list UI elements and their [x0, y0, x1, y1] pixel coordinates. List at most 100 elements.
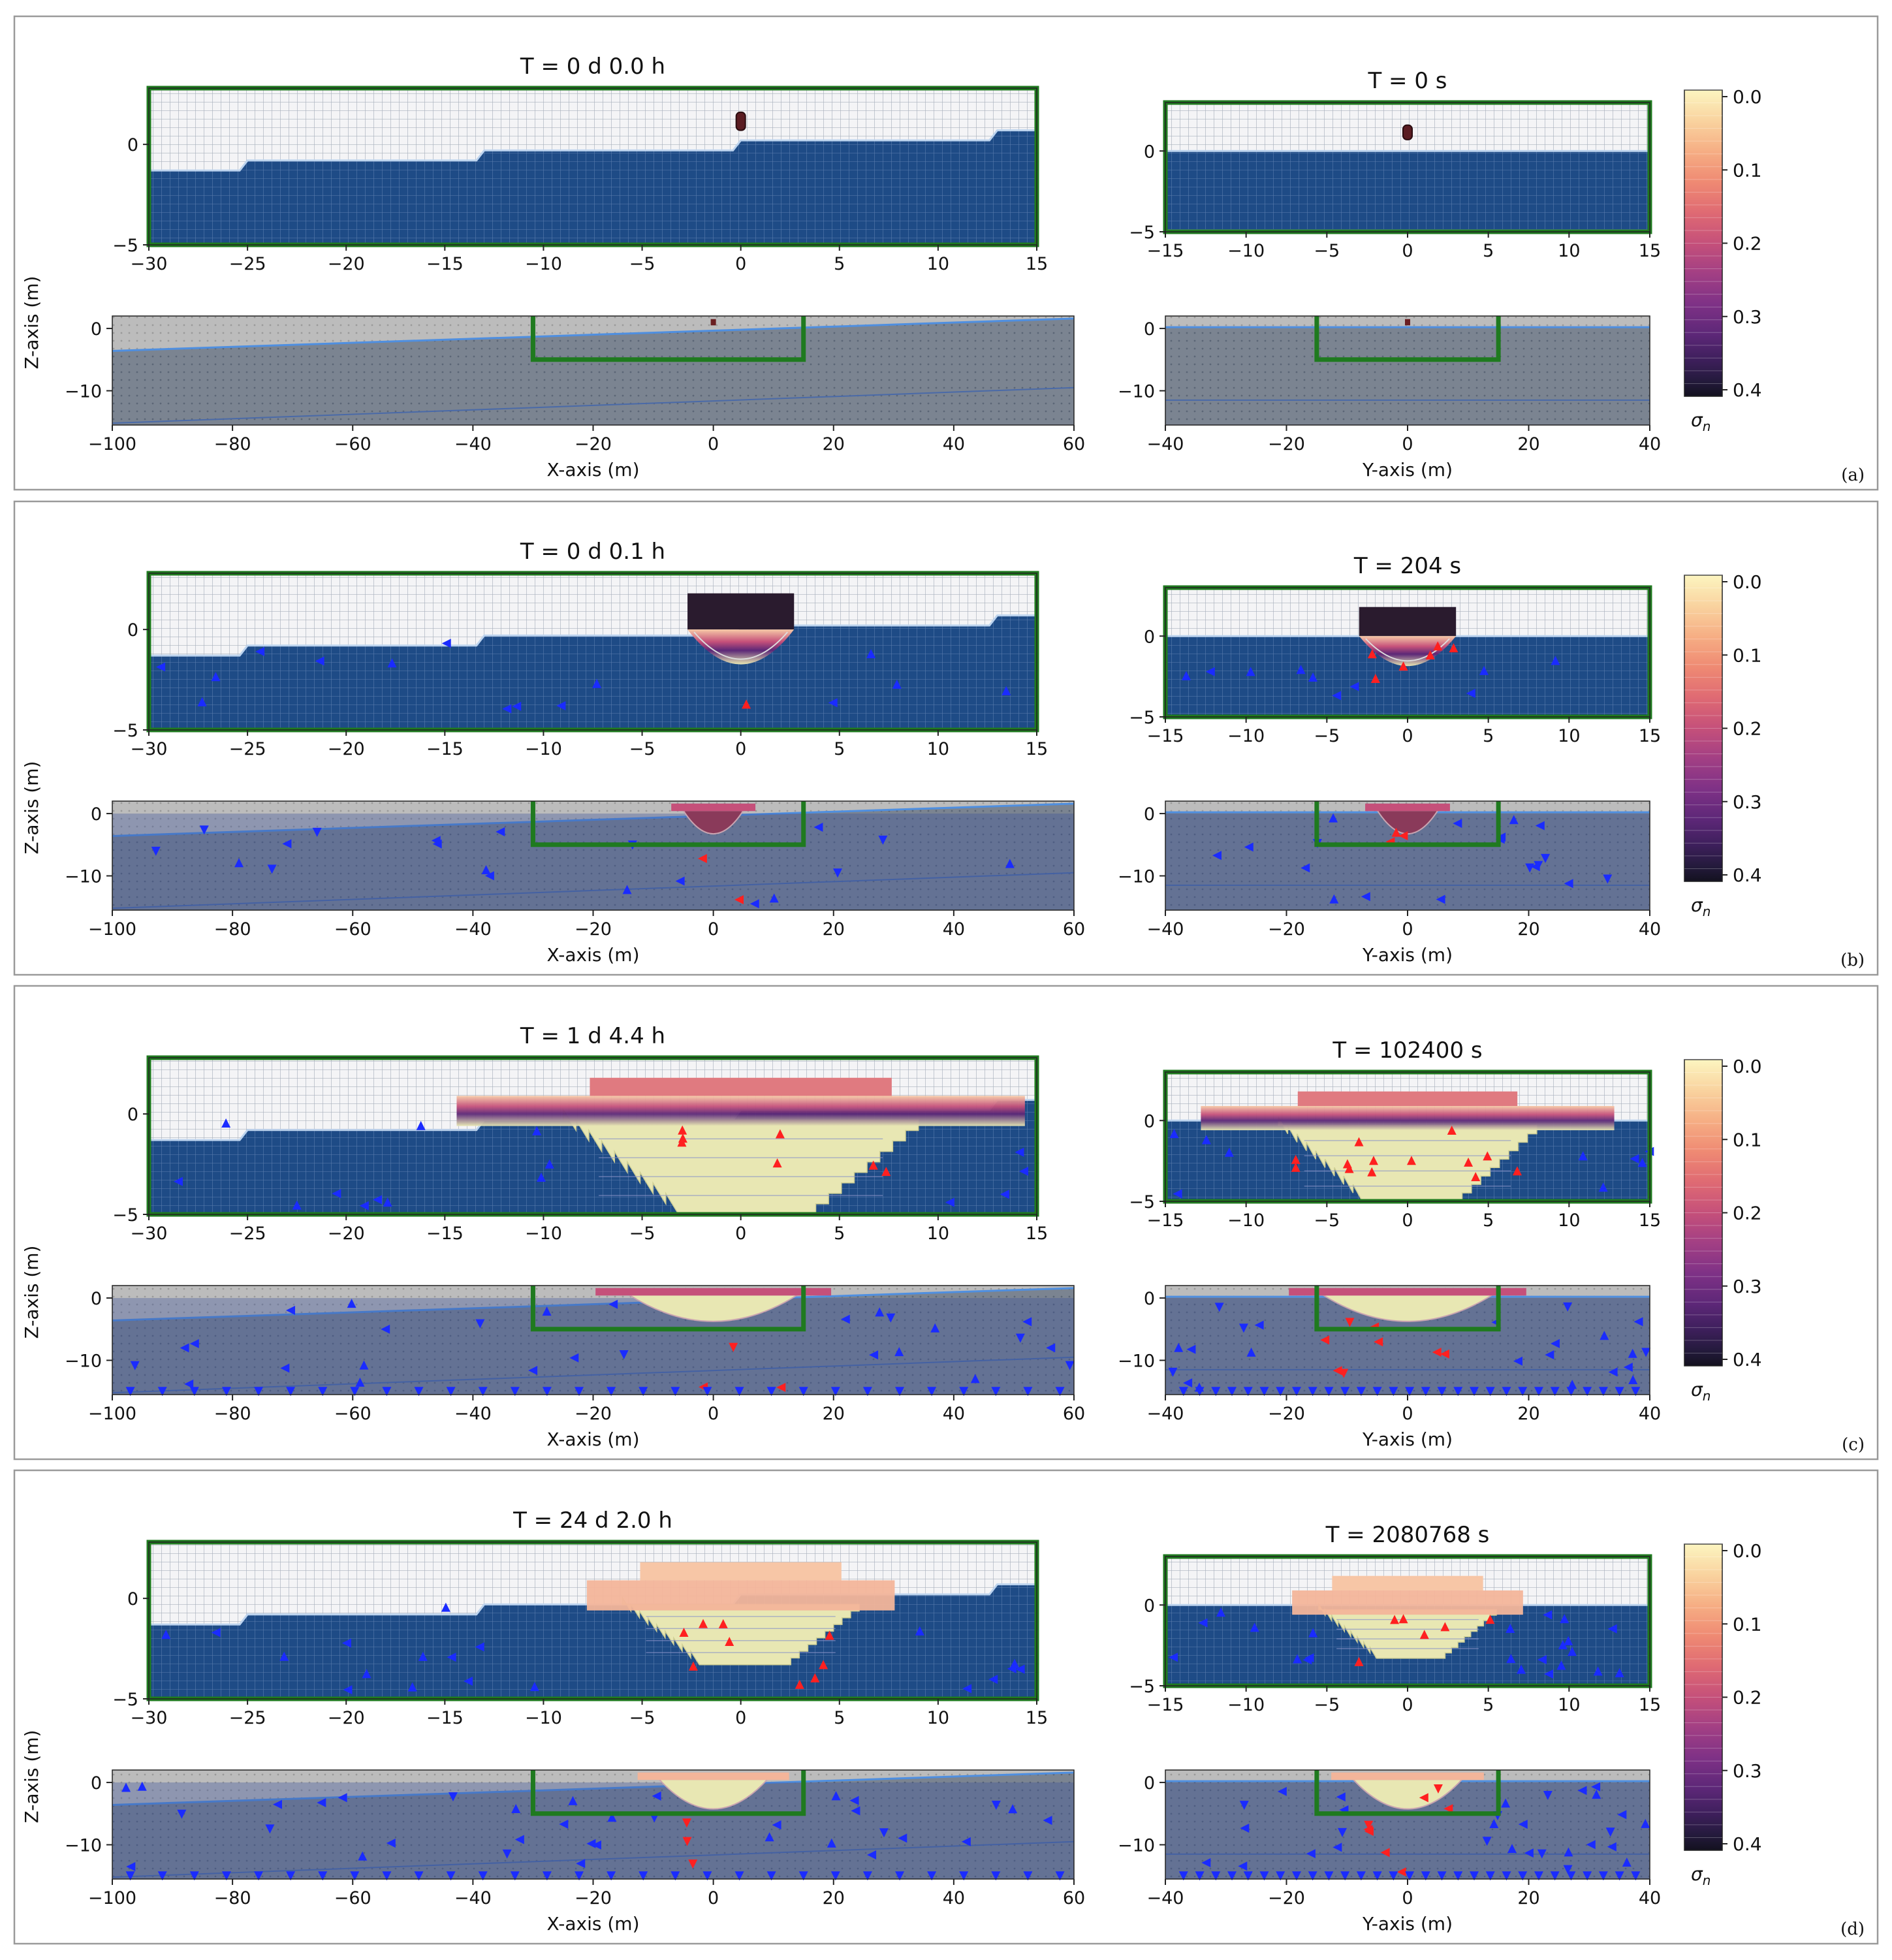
plume-cap: [1359, 607, 1457, 637]
flow-vector-arrow: [1178, 1871, 1188, 1881]
flow-vector-arrow: [1421, 1387, 1430, 1397]
flow-vector-arrow: [446, 1871, 456, 1881]
flow-vector-arrow: [475, 1319, 485, 1329]
colorbar-tick-label: 0.3: [1733, 1760, 1762, 1782]
flow-vector-arrow: [502, 1849, 512, 1859]
x-tick-label: 0: [735, 739, 746, 759]
flow-vector-arrow: [702, 1387, 712, 1397]
flow-vector-arrow: [959, 1871, 969, 1881]
y-tick-label: −10: [1118, 1351, 1155, 1372]
x-tick-label: 0: [1402, 241, 1413, 261]
flow-vector-arrow: [373, 1195, 383, 1205]
flow-vector-arrow: [1471, 1172, 1481, 1182]
flow-vector-arrow: [1464, 1157, 1474, 1167]
flow-vector-arrow: [1583, 1387, 1592, 1397]
flow-vector-arrow: [576, 1859, 586, 1869]
y-tick-label: −10: [1118, 382, 1155, 402]
left-title: T = 0 d 0.0 h: [520, 54, 665, 80]
flow-vector-arrow: [1259, 1871, 1269, 1881]
flow-vector-arrow: [151, 846, 161, 856]
flow-vector-arrow: [1015, 1664, 1025, 1674]
x-tick-label: 20: [1517, 1404, 1539, 1424]
flow-vector-arrow: [1243, 1387, 1253, 1397]
domain-region: [1165, 316, 1650, 425]
flow-vector-arrow: [478, 1871, 488, 1881]
flow-vector-arrow: [350, 1871, 360, 1881]
y-axis-label: Z-axis (m): [21, 1246, 42, 1339]
flow-vector-arrow: [1308, 672, 1318, 682]
flow-vector-arrow: [446, 1387, 456, 1397]
flow-vector-arrow: [1453, 819, 1462, 829]
flow-vector-arrow: [1534, 1871, 1543, 1881]
flow-vector-arrow: [1055, 1387, 1065, 1397]
flow-vector-arrow: [1447, 1125, 1457, 1135]
flow-vector-arrow: [830, 1871, 840, 1881]
y-tick-label: 0: [127, 1105, 138, 1125]
flow-vector-arrow: [157, 1387, 167, 1397]
axes-frame: [148, 1541, 1037, 1699]
flow-vector-arrow: [1227, 1871, 1237, 1881]
flow-vector-arrow: [1336, 1792, 1346, 1802]
colorbar-tick-label: 0.1: [1733, 159, 1762, 181]
flow-vector-arrow: [1525, 863, 1535, 873]
flow-vector-arrow: [798, 1387, 808, 1397]
flow-vector-arrow: [1308, 1871, 1317, 1881]
flow-vector-arrow: [1306, 1849, 1316, 1859]
x-tick-label: −80: [214, 434, 251, 454]
flow-vector-arrow: [568, 1795, 578, 1805]
left-title: T = 24 d 2.0 h: [512, 1508, 672, 1534]
flow-vector-arrow: [1065, 1361, 1075, 1370]
y-tick-label: 0: [1144, 1111, 1155, 1131]
x-tick-label: −100: [88, 1404, 136, 1424]
flow-vector-arrow: [1212, 851, 1222, 861]
x-tick-label: 0: [1402, 1404, 1413, 1424]
plume-body: [687, 629, 795, 665]
flow-vector-arrow: [1205, 667, 1215, 676]
y-tick-label: 0: [127, 1589, 138, 1609]
flow-vector-arrow: [1534, 1387, 1543, 1397]
model-box: [1314, 1770, 1501, 1816]
flow-vector-arrow: [1563, 1302, 1573, 1312]
flow-vector-arrow: [255, 647, 265, 657]
plume-body: [627, 1294, 800, 1322]
flow-vector-arrow: [1405, 1387, 1415, 1397]
x-tick-label: 20: [1517, 1888, 1539, 1908]
x-tick-label: −10: [525, 1224, 562, 1244]
flow-vector-arrow: [608, 1299, 618, 1309]
x-tick-label: 15: [1026, 739, 1048, 759]
flow-vector-arrow: [532, 1126, 542, 1135]
flow-vector-arrow: [234, 858, 244, 868]
flow-vector-arrow: [1583, 1871, 1592, 1881]
y-tick-label: −5: [1129, 1677, 1155, 1697]
flow-vector-arrow: [678, 1133, 687, 1143]
flow-vector-arrow: [1432, 1348, 1442, 1357]
flow-vector-arrow: [338, 1793, 347, 1803]
flow-vector-arrow: [1168, 1367, 1178, 1377]
x-tick-label: 40: [943, 434, 965, 454]
flow-vector-arrow: [830, 1387, 840, 1397]
flow-vector-arrow: [1437, 1387, 1447, 1397]
flow-vector-arrow: [682, 1818, 691, 1828]
flow-vector-arrow: [502, 704, 512, 714]
right-title: T = 0 s: [1367, 68, 1447, 94]
colorbar-tick-label: 0.0: [1733, 571, 1762, 593]
flow-vector-arrow: [569, 1353, 579, 1363]
panel-d: T = 24 d 2.0 hT = 2080768 s−30 −25 −20 −15−…: [13, 1469, 1879, 1945]
flow-vector-arrow: [383, 1197, 392, 1207]
x-tick-label: −20: [328, 254, 365, 274]
layer-line: [112, 872, 1075, 909]
flow-vector-arrow: [536, 1172, 546, 1182]
flow-vector-arrow: [991, 1871, 1001, 1881]
flow-vector-arrow: [125, 1387, 135, 1397]
plume-body: [682, 810, 745, 834]
flow-vector-arrow: [1564, 1847, 1573, 1857]
x-tick-label: 60: [1063, 434, 1085, 454]
flow-vector-arrow: [1000, 1190, 1009, 1199]
flow-vector-arrow: [1534, 861, 1543, 870]
flow-vector-arrow: [639, 1871, 648, 1881]
x-tick-label: −20: [1268, 1404, 1305, 1424]
x-tick-label: −20: [575, 434, 612, 454]
x-tick-label: −40: [1147, 919, 1184, 940]
x-tick-label: 5: [834, 1708, 845, 1728]
x-tick-label: −15: [1147, 1210, 1184, 1231]
